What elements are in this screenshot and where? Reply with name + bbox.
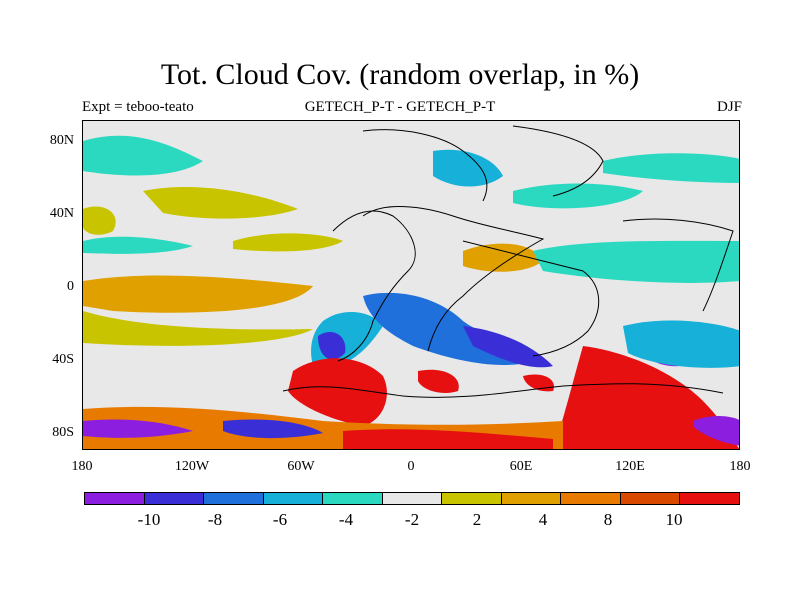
- colorbar-swatch: [382, 493, 443, 504]
- colorbar-swatch: [620, 493, 681, 504]
- season-label: DJF: [716, 99, 742, 115]
- x-tick-120e: 120E: [615, 459, 645, 474]
- colorbar-swatch: [442, 493, 502, 504]
- colorbar-swatch: [85, 493, 145, 504]
- colorbar-label-8: 8: [603, 510, 613, 529]
- map-panel: [82, 120, 740, 450]
- x-tick-0: 0: [407, 459, 415, 474]
- colorbar-label-4: 4: [538, 510, 548, 529]
- colorbar-label-m8: -8: [207, 510, 223, 529]
- colorbar-swatch: [680, 493, 740, 504]
- colorbar-label-10: 10: [665, 510, 683, 529]
- experiment-label: Expt = teboo-teato: [82, 99, 194, 115]
- x-tick-180w: 180: [71, 459, 93, 474]
- colorbar-label-m2: -2: [404, 510, 420, 529]
- colorbar-label-2: 2: [472, 510, 482, 529]
- y-tick-80n: 80N: [49, 133, 74, 148]
- map-title: Tot. Cloud Cov. (random overlap, in %): [160, 58, 640, 91]
- colorbar-swatch: [204, 493, 264, 504]
- colorbar-swatch: [323, 493, 383, 504]
- y-tick-40s: 40S: [52, 352, 74, 367]
- comparison-label: GETECH_P-T - GETECH_P-T: [304, 99, 496, 115]
- y-tick-80s: 80S: [52, 425, 74, 440]
- x-tick-120w: 120W: [174, 459, 210, 474]
- colorbar-label-m6: -6: [272, 510, 288, 529]
- colorbar-label-m4: -4: [338, 510, 354, 529]
- colorbar-swatch: [501, 493, 562, 504]
- y-tick-0: 0: [67, 279, 74, 294]
- y-tick-40n: 40N: [49, 206, 74, 221]
- colorbar-swatch: [144, 493, 205, 504]
- cloud-cover-field: [83, 121, 739, 449]
- x-tick-180e: 180: [729, 459, 751, 474]
- colorbar-swatch: [263, 493, 324, 504]
- x-tick-60w: 60W: [287, 459, 315, 474]
- colorbar: [84, 492, 740, 505]
- colorbar-swatch: [561, 493, 621, 504]
- colorbar-label-m10: -10: [137, 510, 161, 529]
- x-tick-60e: 60E: [509, 459, 533, 474]
